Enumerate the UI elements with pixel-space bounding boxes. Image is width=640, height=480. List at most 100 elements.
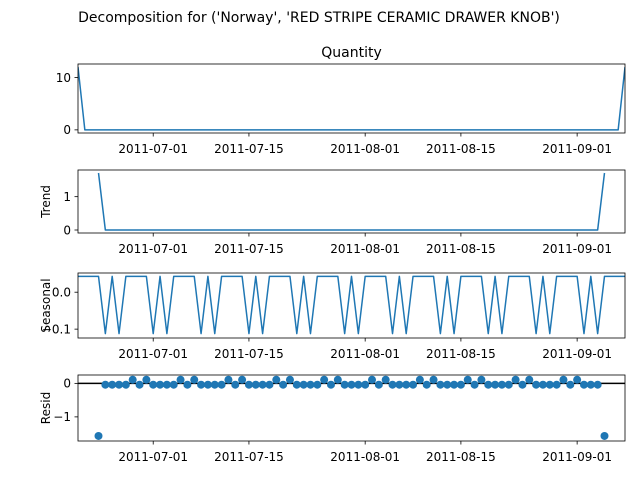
x-tick-label: 2011-07-01 [118,450,188,464]
resid-point [108,380,117,389]
resid-point [573,375,582,384]
resid-point [135,380,144,389]
panel-seasonal: 0.0 −0.1 2011-07-01 2011-07-15 2011-08-01 201… [39,272,626,361]
resid-point [244,380,253,389]
resid-point [545,380,554,389]
resid-point [368,375,377,384]
resid-point [224,375,233,384]
resid-point [162,380,171,389]
resid-point [491,380,500,389]
resid-point [532,380,541,389]
y-tick-label: 1 [63,190,71,204]
x-tick-label: 2011-07-15 [214,242,284,256]
x-tick-label: 2011-07-01 [118,142,188,156]
resid-point [190,375,199,384]
resid-point [128,375,137,384]
resid-point [210,380,219,389]
resid-point [94,431,103,440]
resid-point [579,380,588,389]
y-tick-label: −1 [53,410,71,424]
y-tick-label: 0.0 [52,286,71,300]
plot-area-seasonal [78,275,625,335]
resid-point [504,380,513,389]
resid-point [169,380,178,389]
resid-point [115,380,124,389]
plot-area-quantity [78,67,625,131]
resid-point [265,380,274,389]
resid-point [183,380,192,389]
resid-point [484,380,493,389]
resid-point [238,375,247,384]
resid-point [518,380,527,389]
resid-point [525,375,534,384]
resid-point [566,380,575,389]
resid-point [436,380,445,389]
y-axis-label: Seasonal [39,278,53,332]
resid-point [251,380,260,389]
x-tick-label: 2011-08-15 [426,450,496,464]
resid-point [340,380,349,389]
x-tick-label: 2011-07-15 [214,450,284,464]
resid-point [231,380,240,389]
plot-area-trend [97,172,606,231]
resid-point [511,375,520,384]
resid-point [326,380,335,389]
resid-point [149,380,158,389]
x-tick-label: 2011-08-01 [330,242,400,256]
axes-frame-quantity [77,63,626,134]
resid-point [333,375,342,384]
axes-frame-resid [77,374,626,442]
plot-area-resid [78,375,625,440]
series-line-seasonal [78,275,625,335]
x-tick-label: 2011-08-01 [330,450,400,464]
y-axis-label: Resid [39,392,53,424]
resid-point [586,380,595,389]
resid-point [156,380,165,389]
resid-point [559,375,568,384]
resid-point [415,375,424,384]
resid-point [381,375,390,384]
x-tick-label: 2011-07-01 [118,242,188,256]
panels-group: 0 10 2011-07-01 2011-07-15 2011-08-01 2011-08… [39,45,626,464]
resid-point [272,375,281,384]
resid-point [374,380,383,389]
resid-point [450,380,459,389]
resid-point [142,375,151,384]
resid-point [176,375,185,384]
resid-point [422,380,431,389]
resid-point [463,375,472,384]
resid-point [121,380,130,389]
resid-point [313,380,322,389]
resid-point [354,380,363,389]
y-tick-label: 10 [56,71,71,85]
resid-point [320,375,329,384]
y-tick-label: 0 [63,223,71,237]
axes-frame-trend [77,169,626,234]
resid-point [470,380,479,389]
resid-point [388,380,397,389]
x-tick-label: 2011-07-15 [214,347,284,361]
resid-point [361,380,370,389]
resid-point [538,380,547,389]
x-tick-label: 2011-07-01 [118,347,188,361]
y-axis-label: Trend [39,185,53,219]
resid-point [395,380,404,389]
x-tick-label: 2011-08-01 [330,142,400,156]
resid-point [101,380,110,389]
resid-point [456,380,465,389]
resid-point [285,375,294,384]
resid-point [292,380,301,389]
resid-point [443,380,452,389]
panel-trend: 0 1 2011-07-01 2011-07-15 2011-08-01 2011-08-… [39,169,626,256]
panel-resid: 0 −1 2011-07-01 2011-07-15 2011-08-01 2011-08… [39,374,626,464]
x-tick-label: 2011-09-01 [542,142,612,156]
x-tick-label: 2011-09-01 [542,347,612,361]
panel-quantity: 0 10 2011-07-01 2011-07-15 2011-08-01 2011-08… [56,45,626,156]
resid-point [197,380,206,389]
resid-point [477,375,486,384]
x-tick-label: 2011-08-01 [330,347,400,361]
x-tick-label: 2011-08-15 [426,347,496,361]
resid-point [402,380,411,389]
resid-point [217,380,226,389]
